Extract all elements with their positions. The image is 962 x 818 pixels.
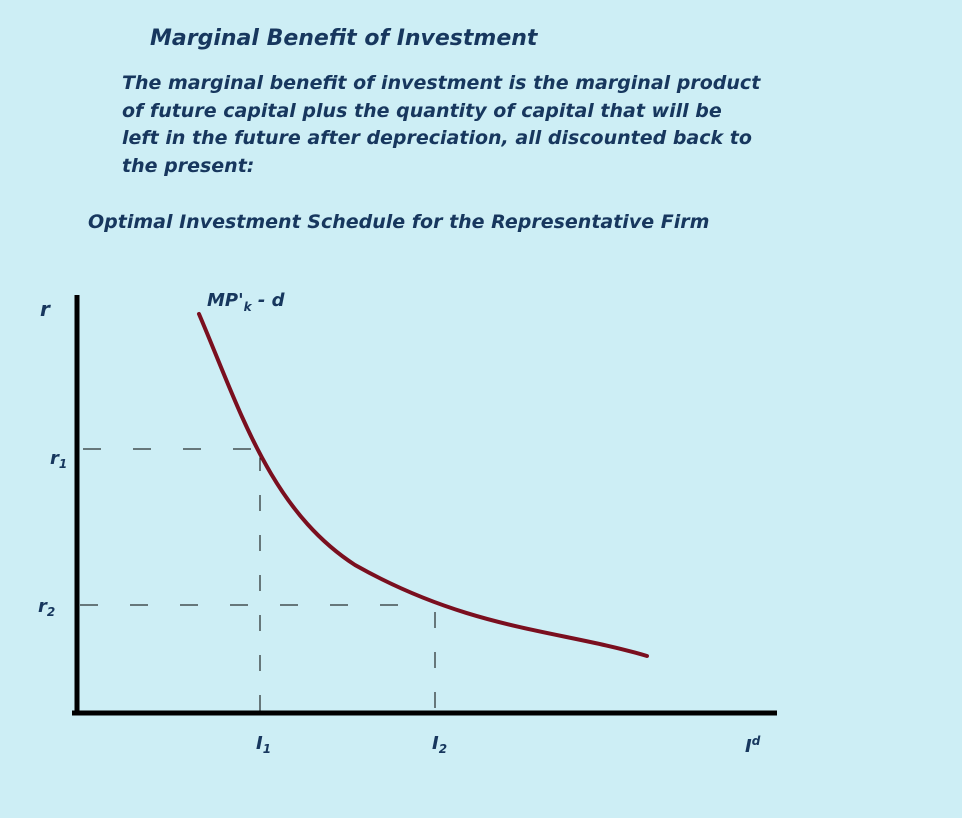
curve-label: MP'k - d <box>207 290 286 314</box>
mpk-curve <box>197 312 649 658</box>
description-text: The marginal benefit of investment is th… <box>122 72 761 177</box>
i2-label: I2 <box>432 733 447 756</box>
y-axis-label: r <box>40 297 51 321</box>
diagram-title: Optimal Investment Schedule for the Repr… <box>88 211 710 233</box>
r2-label: r2 <box>38 596 55 619</box>
x-axis-label: Id <box>745 734 761 757</box>
i1-label: I1 <box>256 733 271 756</box>
page-title: Marginal Benefit of Investment <box>150 26 538 51</box>
r1-label: r1 <box>50 448 67 471</box>
